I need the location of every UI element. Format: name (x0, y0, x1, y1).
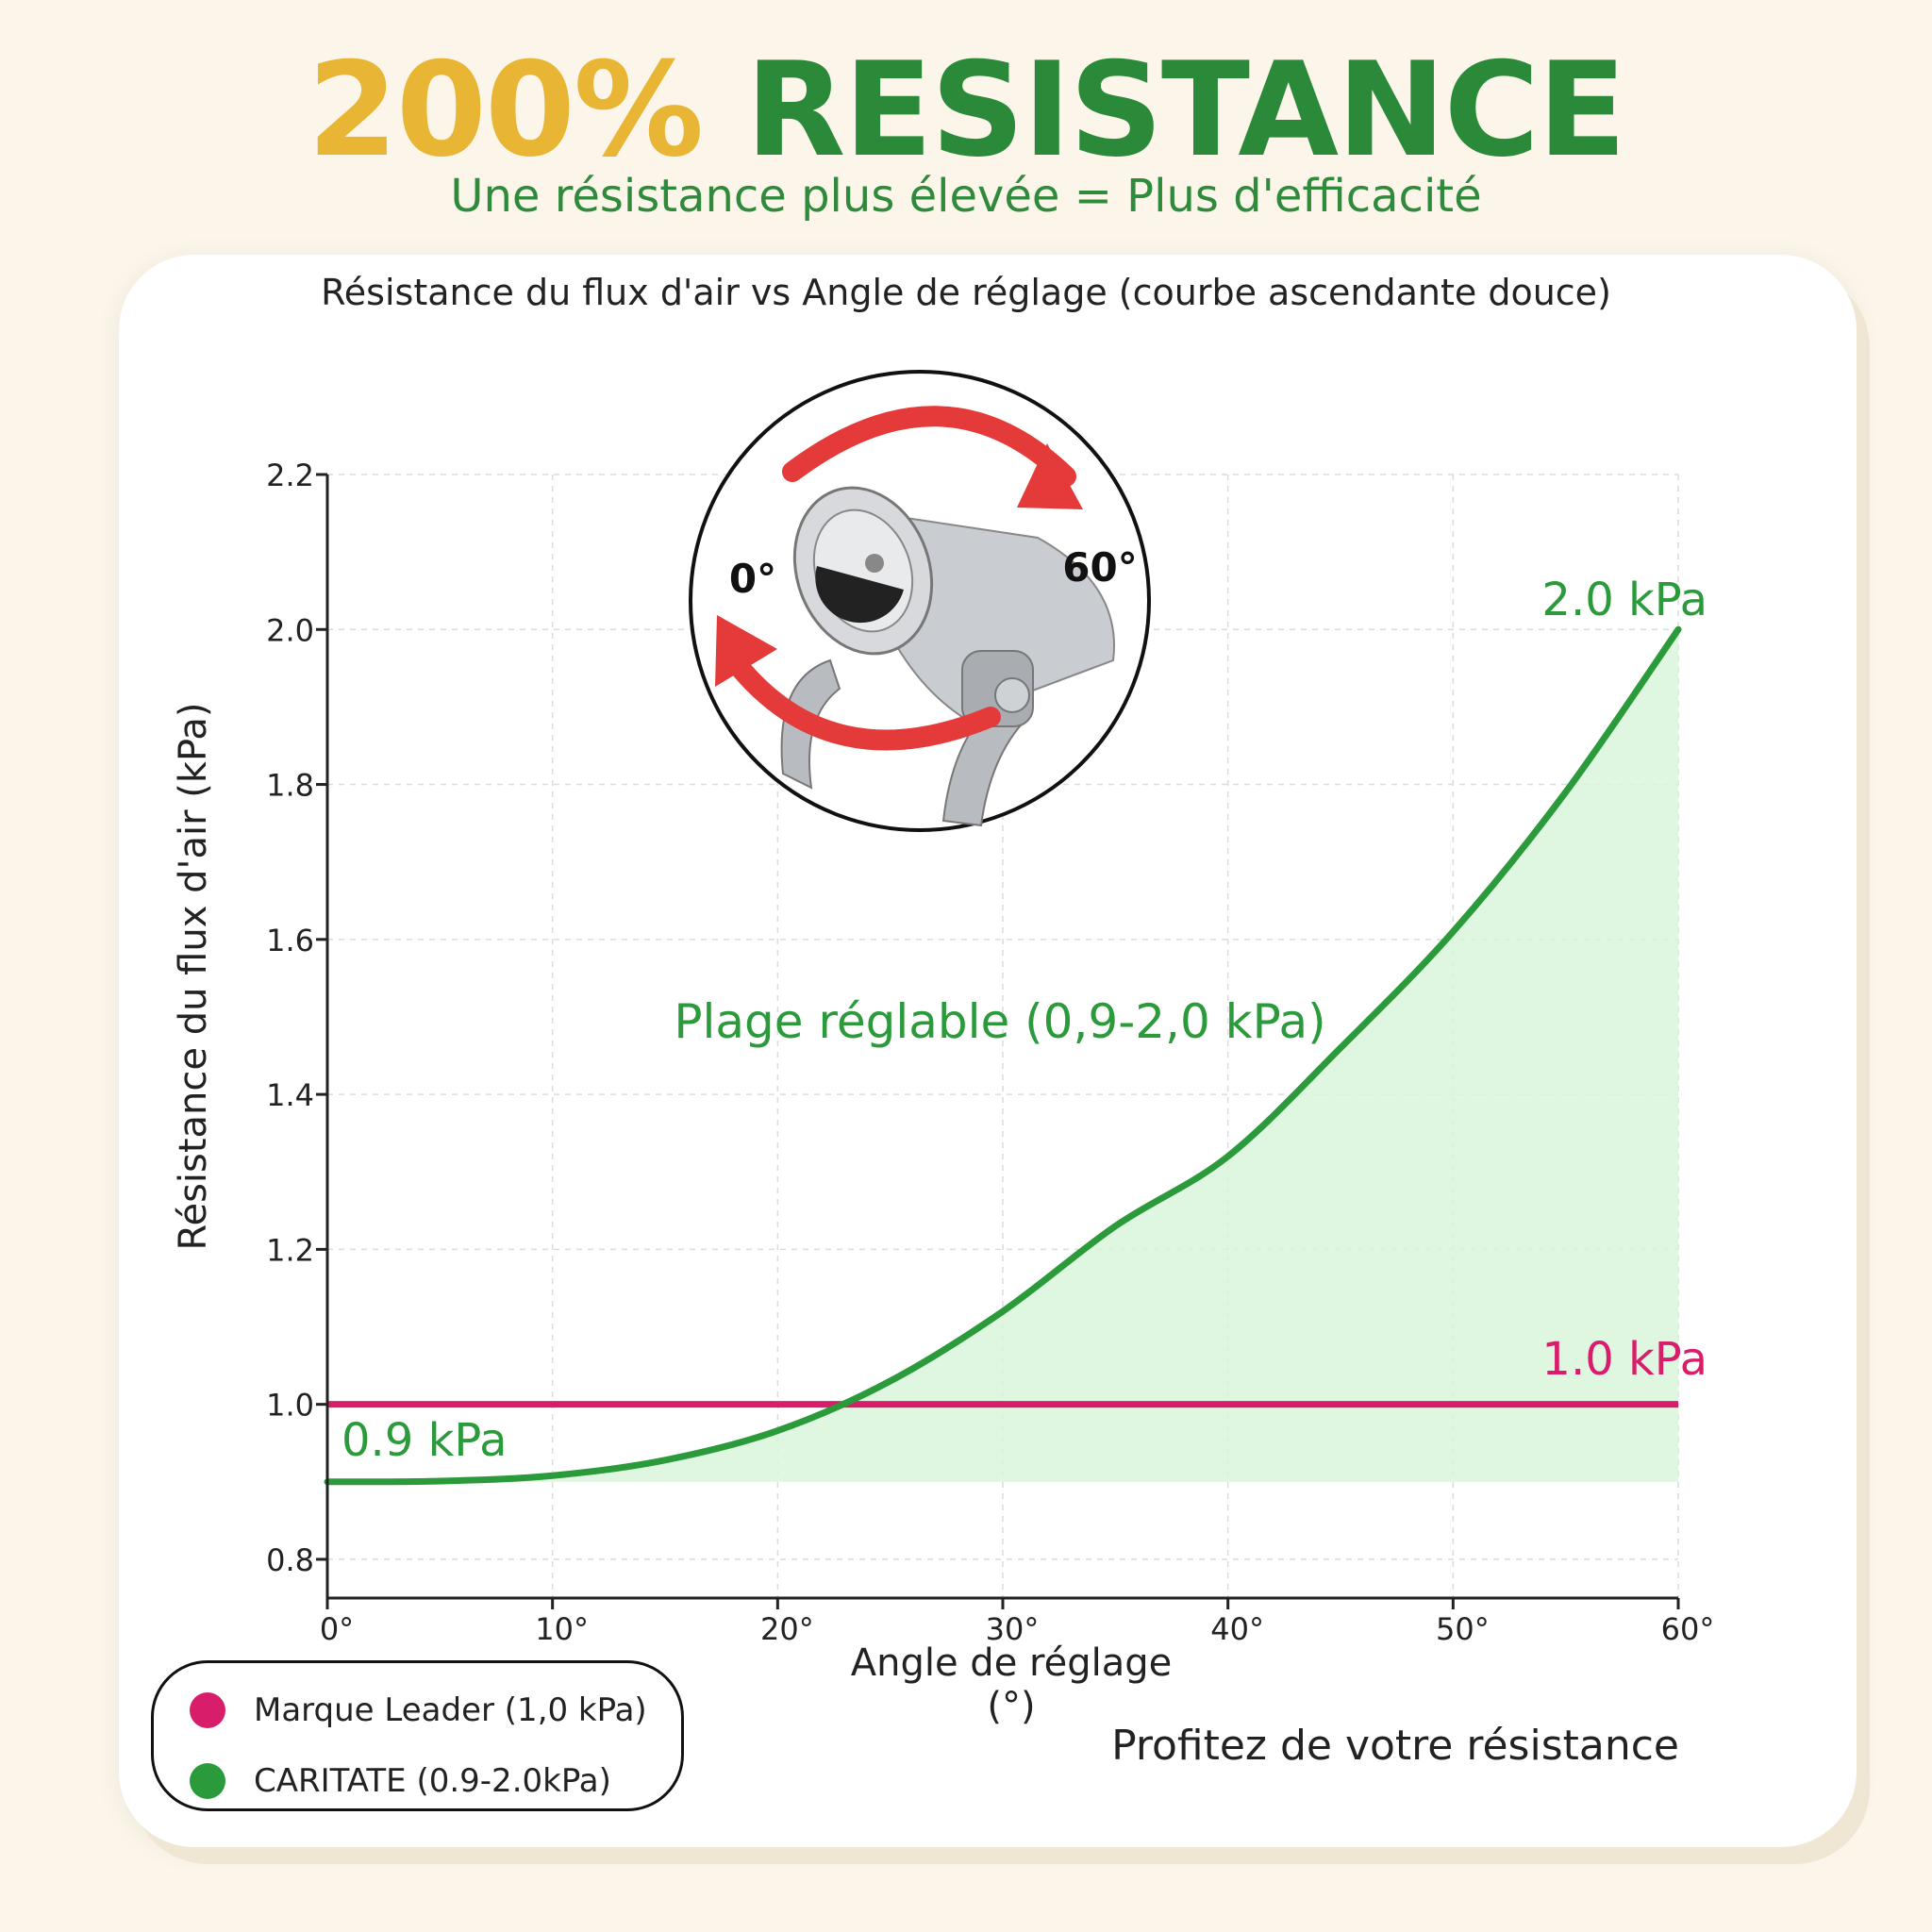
label-adjustable-range: Plage réglable (0,9-2,0 kPa) (674, 994, 1325, 1049)
x-tick-label: 30° (986, 1611, 1040, 1647)
y-tick-label: 1.6 (266, 923, 314, 958)
y-tick-label: 2.2 (266, 458, 314, 493)
y-tick-label: 1.4 (266, 1077, 314, 1113)
inset-label-60: 60° (1062, 544, 1137, 591)
label-max-value: 2.0 kPa (1541, 574, 1707, 626)
series-line-caritate (324, 625, 1682, 1486)
tick-labels: 0.8 1.0 1.2 1.4 1.6 1.8 2.0 2.2 0° 10° 20° 30° 40° 50… (266, 458, 1714, 1647)
legend-label-leader: Marque Leader (1,0 kPa) (254, 1691, 647, 1729)
y-tick-label: 1.8 (266, 768, 314, 804)
legend-item-caritate: CARITATE (0.9-2.0kPa) (190, 1762, 611, 1800)
adjustable-range-fill (327, 629, 1678, 1482)
valve-icon (780, 486, 1115, 827)
legend-dot-caritate-icon (190, 1763, 225, 1799)
arrow-to-60-icon (782, 406, 1076, 487)
arrow-head-0-icon (715, 615, 777, 687)
y-tick-label: 0.8 (266, 1542, 314, 1578)
x-tick-label: 40° (1210, 1611, 1264, 1647)
headline-word: RESISTANCE (745, 34, 1626, 186)
adjuster-inset: 0° 60° (689, 370, 1151, 832)
subheadline: Une résistance plus élevée = Plus d'effi… (450, 170, 1482, 223)
arrow-head-60-icon (1017, 443, 1083, 509)
series-lines (324, 625, 1682, 1486)
y-tick-label: 2.0 (266, 612, 314, 648)
label-min-value: 0.9 kPa (341, 1414, 508, 1467)
arrow-to-0-icon (724, 650, 1001, 751)
legend-item-leader: Marque Leader (1,0 kPa) (190, 1691, 647, 1729)
tagline: Profitez de votre résistance (1111, 1722, 1679, 1770)
axes (316, 473, 1680, 1609)
x-tick-label: 20° (760, 1611, 814, 1647)
legend-dot-leader-icon (190, 1692, 225, 1728)
headline-percent: 200% (307, 34, 704, 186)
y-tick-label: 1.2 (266, 1232, 314, 1268)
label-leader-value: 1.0 kPa (1541, 1333, 1707, 1386)
legend: Marque Leader (1,0 kPa) CARITATE (0.9-2.… (151, 1660, 684, 1811)
y-axis-title: Résistance du flux d'air (kPa) (172, 702, 215, 1251)
x-tick-label: 50° (1436, 1611, 1490, 1647)
chart-title: Résistance du flux d'air vs Angle de rég… (321, 272, 1611, 313)
adjustable-range-area (327, 629, 1678, 1482)
x-axis-title: Angle de réglage (°) (850, 1641, 1173, 1728)
x-tick-label: 60° (1661, 1611, 1715, 1647)
legend-label-caritate: CARITATE (0.9-2.0kPa) (254, 1762, 611, 1800)
x-tick-label: 0° (320, 1611, 354, 1647)
headline: 200% RESISTANCE (0, 40, 1932, 181)
y-tick-label: 1.0 (266, 1388, 314, 1424)
data-labels: 2.0 kPa 1.0 kPa 0.9 kPa Plage réglable (0,9… (341, 574, 1707, 1467)
x-tick-label: 10° (535, 1611, 589, 1647)
inset-label-0: 0° (729, 556, 776, 602)
